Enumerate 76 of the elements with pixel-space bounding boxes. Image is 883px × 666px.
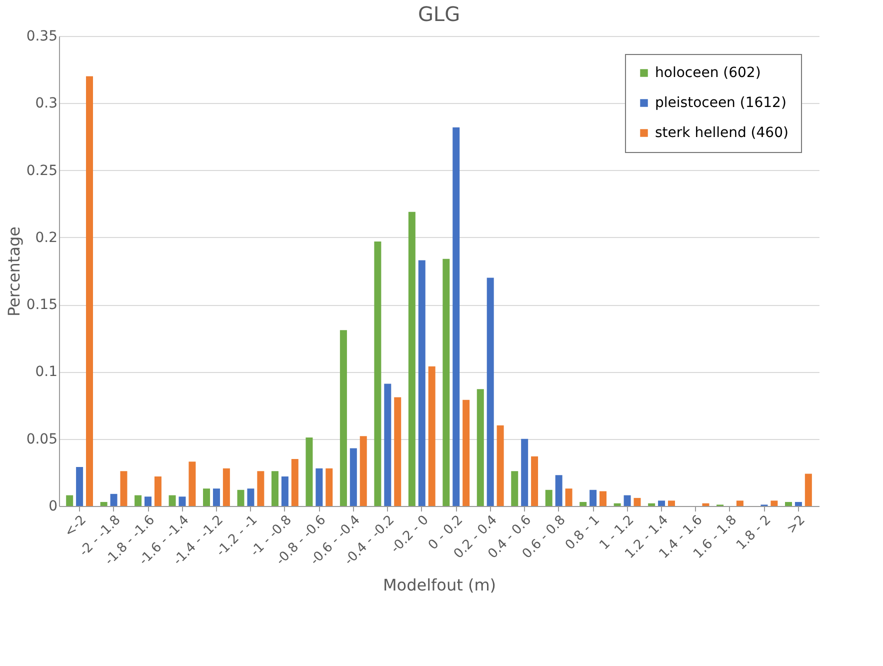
bar <box>408 212 416 506</box>
bar <box>476 389 484 506</box>
legend-label: holoceen (602) <box>655 65 761 81</box>
bar <box>452 127 460 506</box>
bar <box>545 490 552 506</box>
bar <box>374 241 382 506</box>
bar <box>360 436 367 506</box>
bar <box>100 502 108 506</box>
bar <box>486 278 494 506</box>
bar <box>580 502 587 506</box>
legend-label: pleistoceen (1612) <box>655 95 786 111</box>
bar <box>291 459 298 506</box>
legend-label: sterk hellend (460) <box>655 125 788 141</box>
bar <box>168 495 176 506</box>
bar <box>178 496 186 506</box>
bar <box>614 503 621 506</box>
bar <box>134 495 142 506</box>
bar <box>394 397 402 506</box>
y-tick-label: 0.2 <box>35 230 58 246</box>
bar <box>634 498 641 506</box>
bar <box>340 330 347 506</box>
bar <box>306 438 313 506</box>
y-tick-label: 0.05 <box>26 431 58 448</box>
y-tick-label: 0.3 <box>35 96 58 112</box>
bar <box>222 468 230 506</box>
x-tick-label: <-2 <box>62 512 90 540</box>
bar <box>624 495 631 506</box>
bar <box>511 471 518 506</box>
bar <box>384 384 392 506</box>
bar <box>531 456 538 506</box>
bar <box>702 503 710 506</box>
bar <box>496 425 504 506</box>
bar <box>785 502 792 506</box>
bar <box>521 438 528 506</box>
bar <box>442 258 450 506</box>
bar <box>212 488 220 506</box>
bar <box>281 476 288 506</box>
bar <box>154 476 162 506</box>
bar <box>316 468 323 506</box>
bar <box>237 490 244 506</box>
bar <box>66 495 74 506</box>
bar <box>86 76 93 506</box>
bar <box>418 260 426 506</box>
bar <box>110 494 118 506</box>
bar <box>565 488 572 506</box>
y-tick-label: 0.15 <box>26 297 58 314</box>
bar <box>350 448 357 506</box>
bar <box>76 467 84 506</box>
bar <box>736 500 744 506</box>
bar <box>203 488 210 506</box>
y-tick-label: 0.35 <box>26 28 58 44</box>
chart-title: GLG <box>418 2 460 26</box>
bar <box>600 491 607 506</box>
bar <box>188 462 196 506</box>
bar <box>794 502 802 506</box>
bar <box>271 471 278 506</box>
x-tick-label: >2 <box>784 512 808 537</box>
bar <box>658 500 666 506</box>
bar <box>804 474 812 506</box>
bar <box>247 488 254 506</box>
bar <box>257 471 264 506</box>
x-axis-title: Modelfout (m) <box>382 576 496 595</box>
y-tick-label: 0 <box>48 498 58 514</box>
bar <box>428 366 436 506</box>
y-tick-label: 0.25 <box>26 162 58 179</box>
bar <box>462 400 470 506</box>
bar <box>120 471 128 506</box>
bar <box>144 496 152 506</box>
y-axis-title: Percentage <box>4 226 24 317</box>
bar <box>326 468 333 506</box>
bar <box>668 500 675 506</box>
bar <box>555 475 562 506</box>
y-tick-label: 0.1 <box>35 364 58 380</box>
bar <box>648 503 656 506</box>
bar <box>770 500 778 506</box>
bar <box>590 490 597 506</box>
